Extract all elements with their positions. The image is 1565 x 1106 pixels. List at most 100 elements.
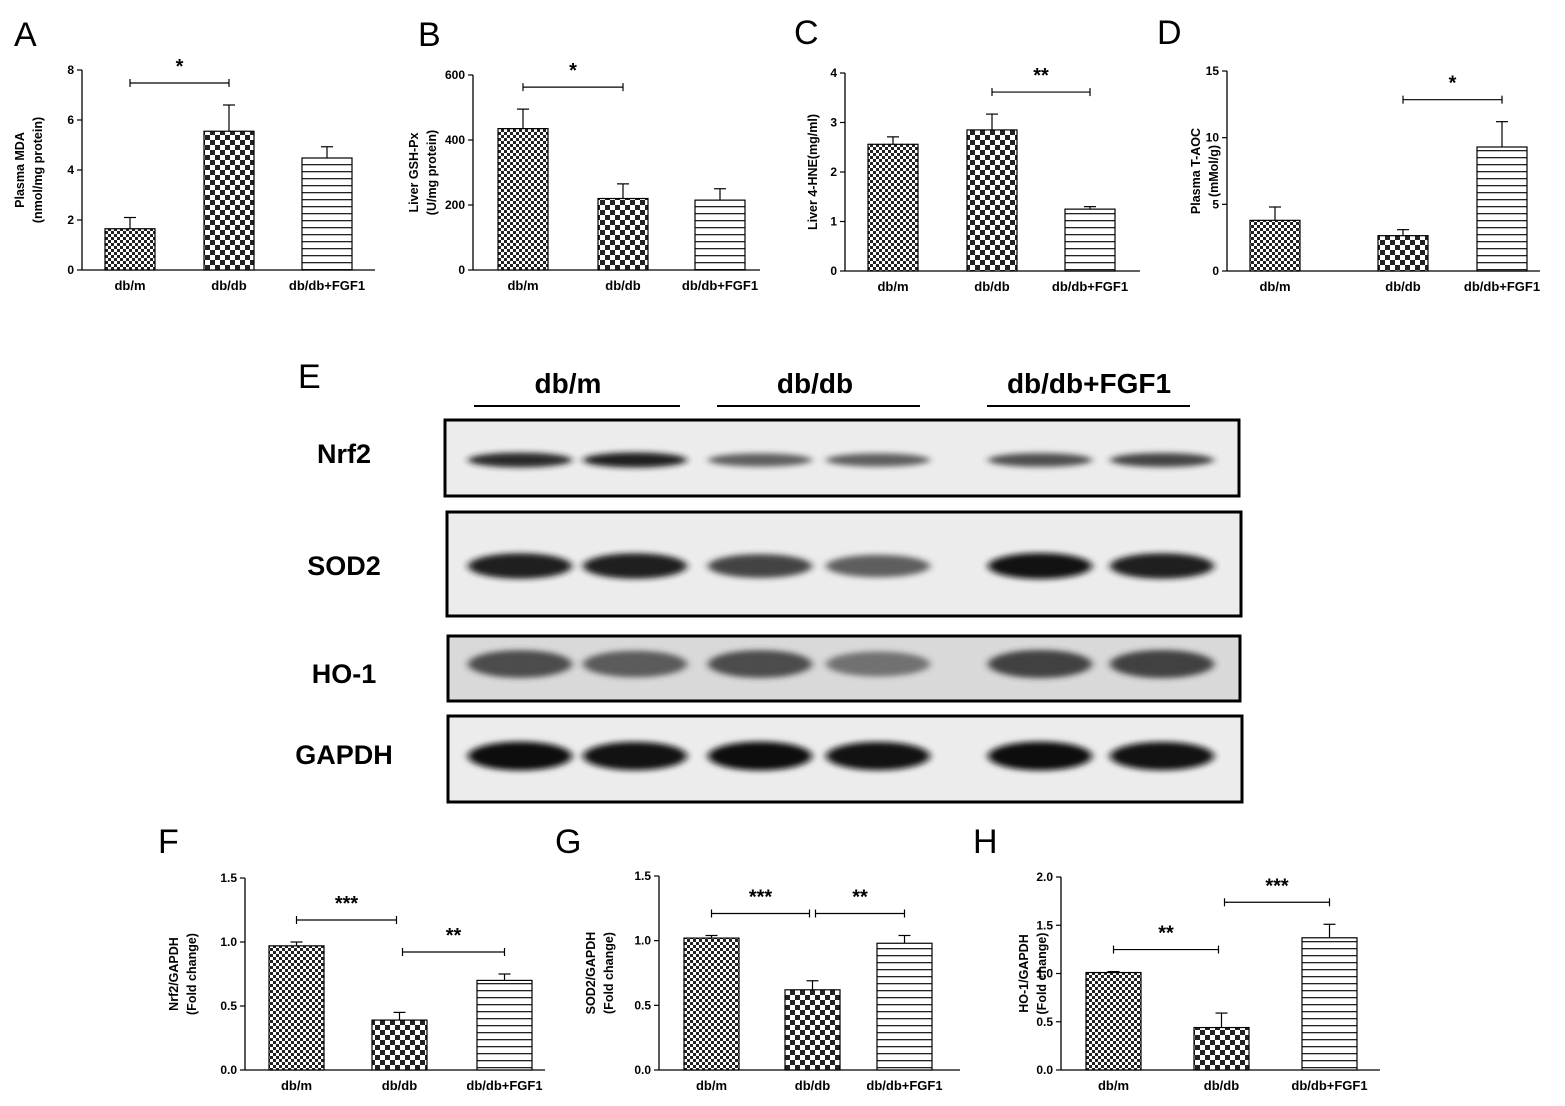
blot-strip-gapdh (446, 714, 1244, 804)
panel-label-E: E (298, 358, 321, 396)
bar-db-db-fgf1 (876, 942, 933, 1071)
significance-label: ** (852, 886, 868, 908)
bar-db-db (371, 1019, 428, 1071)
x-tick-label: db/db (211, 278, 246, 293)
x-tick-label: db/m (114, 278, 145, 293)
x-tick-label: db/db+FGF1 (866, 1078, 942, 1093)
y-tick-label: 2 (830, 165, 837, 179)
panel-label-D: D (1157, 14, 1182, 52)
x-tick-label: db/db (1385, 279, 1420, 294)
x-tick-label: db/db+FGF1 (1464, 279, 1540, 294)
x-tick-label: db/db (795, 1078, 830, 1093)
blot-band (826, 554, 930, 578)
significance-label: * (569, 60, 577, 82)
x-tick-label: db/db+FGF1 (1052, 279, 1128, 294)
panel-label-C: C (794, 14, 819, 52)
y-tick-label: 0.5 (220, 999, 237, 1013)
chart-panel-C: C 0 1 2 3 4 Liver 4-HNE(mg/ml) db/m db/db db/db+F… (794, 14, 1140, 294)
y-tick-label: 1.5 (634, 869, 651, 883)
chart-panel-G: G 0.0 0.5 1.0 1.5 SOD2/GAPDH (Fold change) db/m… (555, 823, 960, 1093)
chart-panel-F: F 0.0 0.5 1.0 1.5 Nrf2/GAPDH (Fold change) db/m… (158, 823, 545, 1093)
bar-charts: A 0 2 4 6 8 Plasma MDA (nmol/mg protein) db/m db/… (13, 14, 1540, 1093)
blot-band (826, 453, 930, 467)
blot-band (988, 453, 1092, 467)
y-tick-label: 0 (830, 264, 837, 278)
y-tick-label: 2 (67, 213, 74, 227)
blot-band (1110, 452, 1214, 468)
blot-band (988, 741, 1092, 771)
blot-strip-frame (443, 418, 1241, 498)
bar-db-db (597, 197, 649, 271)
bar-db-m (104, 228, 156, 271)
y-tick-label: 2.0 (1036, 870, 1053, 884)
bar-db-db-fgf1 (1064, 208, 1116, 272)
blot-band (468, 553, 572, 579)
blot-band (1110, 649, 1214, 679)
y-axis-label-line: (U/mg protein) (425, 130, 439, 215)
blot-group-label-2: db/db (777, 368, 853, 399)
blot-band (826, 741, 930, 771)
bar-db-m (268, 945, 325, 1071)
blot-row-label-gapdh: GAPDH (295, 740, 393, 770)
y-tick-label: 1.0 (1036, 967, 1053, 981)
y-tick-label: 1.0 (634, 934, 651, 948)
bar-db-db-fgf1 (694, 199, 746, 271)
x-tick-label: db/db (1204, 1078, 1239, 1093)
bar-db-db (203, 130, 255, 271)
y-tick-label: 0.0 (634, 1063, 651, 1077)
x-tick-label: db/m (877, 279, 908, 294)
blot-band (468, 650, 572, 678)
y-axis-label-line: (Fold change) (1035, 933, 1049, 1015)
y-tick-label: 15 (1206, 64, 1220, 78)
blot-row-label-ho1: HO-1 (312, 659, 377, 689)
x-tick-label: db/db (382, 1078, 417, 1093)
y-tick-label: 0 (67, 263, 74, 277)
bar-db-m (1085, 971, 1142, 1071)
panel-label-B: B (418, 16, 441, 54)
blot-band (583, 553, 687, 579)
y-tick-label: 400 (445, 133, 465, 147)
y-tick-label: 0.5 (634, 998, 651, 1012)
western-blot-panel: E db/m db/db db/db+FGF1 Nrf2 SOD2 HO-1 G… (295, 358, 1244, 804)
blot-band (708, 453, 812, 467)
x-tick-label: db/m (507, 278, 538, 293)
y-tick-label: 8 (67, 63, 74, 77)
bar-db-m (867, 143, 919, 272)
blot-strips (443, 418, 1244, 804)
x-tick-label: db/m (281, 1078, 312, 1093)
bar-db-db-fgf1 (476, 979, 533, 1071)
blot-row-label-sod2: SOD2 (307, 551, 381, 581)
y-axis-label-line: SOD2/GAPDH (584, 932, 598, 1015)
x-tick-label: db/db (974, 279, 1009, 294)
y-tick-label: 1 (830, 215, 837, 229)
y-tick-label: 200 (445, 198, 465, 212)
y-axis-label-line: (nmol/mg protein) (31, 117, 45, 223)
significance-label: ** (1158, 923, 1174, 945)
blot-band (468, 741, 572, 771)
significance-label: *** (1265, 875, 1289, 897)
y-tick-label: 4 (830, 66, 837, 80)
x-tick-label: db/db (605, 278, 640, 293)
panel-label-A: A (14, 16, 37, 54)
panel-label-F: F (158, 823, 179, 861)
blot-band (826, 651, 930, 677)
blot-strip-sod2 (445, 510, 1243, 618)
significance-label: * (1449, 73, 1457, 95)
blot-band (708, 741, 812, 771)
significance-label: ** (446, 925, 462, 947)
x-tick-label: db/m (696, 1078, 727, 1093)
panel-label-H: H (973, 823, 998, 861)
chart-panel-D: D 0 5 10 15 Plasma T-AOC (mMol/g) db/m db/db db/d… (1157, 14, 1540, 294)
chart-panel-H: H 0.0 0.5 1.0 1.5 2.0 HO-1/GAPDH (Fold change) d… (973, 823, 1380, 1093)
bar-db-db-fgf1 (1301, 937, 1358, 1071)
bar-db-m (497, 128, 549, 271)
y-tick-label: 0 (1212, 264, 1219, 278)
blot-group-label-3: db/db+FGF1 (1007, 368, 1171, 399)
chart-panel-B: B 0 200 400 600 Liver GSH-Px (U/mg protein) db/… (407, 16, 760, 293)
panel-label-G: G (555, 823, 581, 861)
bar-db-db-fgf1 (301, 157, 353, 271)
x-tick-label: db/m (1259, 279, 1290, 294)
y-tick-label: 10 (1206, 131, 1220, 145)
x-tick-label: db/db+FGF1 (289, 278, 365, 293)
